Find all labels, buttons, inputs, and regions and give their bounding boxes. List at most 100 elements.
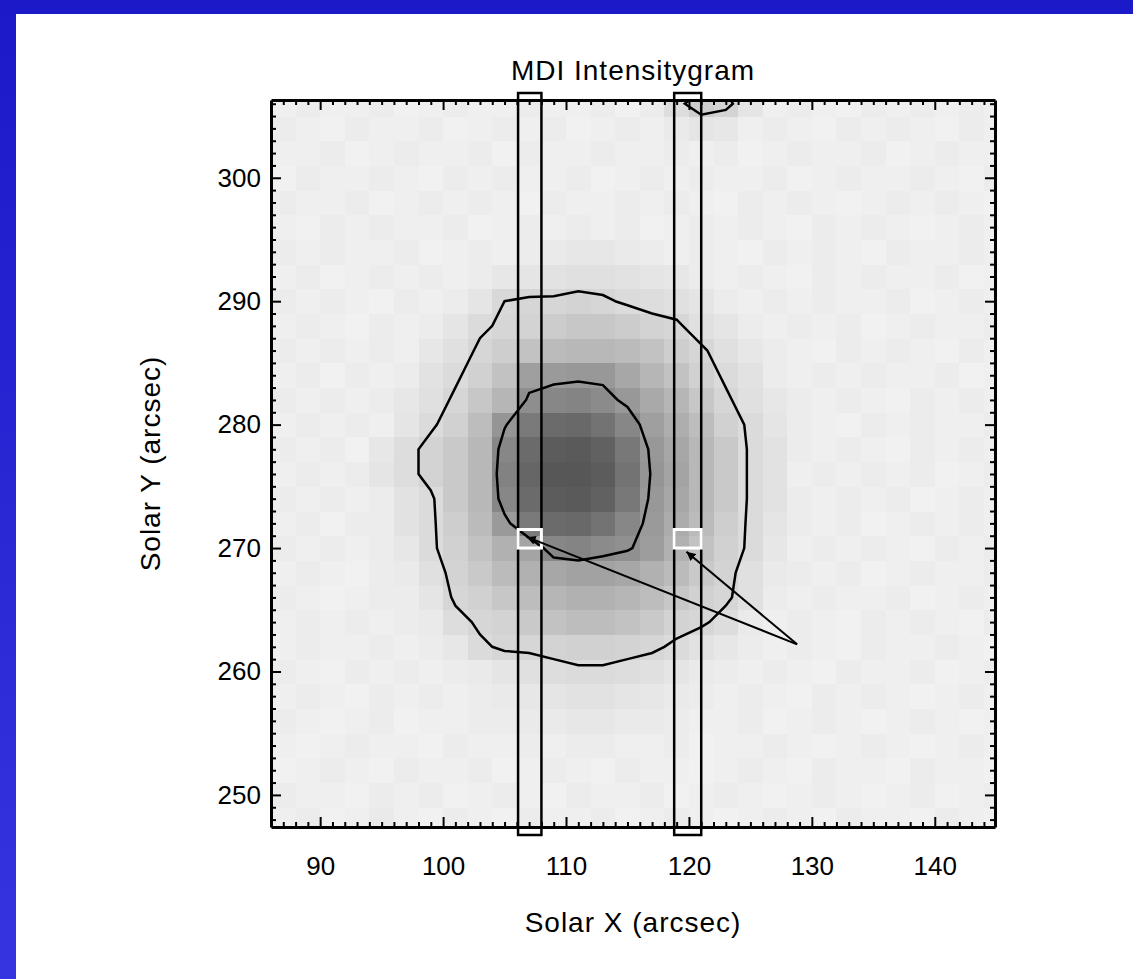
tick	[990, 388, 995, 389]
cell	[886, 684, 911, 709]
cell	[664, 437, 689, 462]
cell	[492, 100, 517, 117]
tick-mark	[271, 572, 276, 574]
tick-mark	[271, 375, 276, 377]
cell	[984, 289, 995, 314]
cell	[861, 758, 886, 783]
slide-background	[0, 0, 1133, 979]
cell	[517, 462, 542, 487]
tick-mark	[922, 100, 924, 105]
tick-mark	[271, 177, 281, 179]
cell	[615, 758, 640, 783]
cell	[517, 733, 542, 758]
tick	[332, 822, 333, 827]
tick	[271, 820, 276, 821]
cell	[419, 560, 444, 585]
tick-mark	[430, 822, 432, 827]
tick	[271, 610, 276, 611]
cell	[959, 486, 984, 511]
tick	[972, 100, 973, 105]
cell	[271, 363, 296, 388]
tick-mark	[418, 822, 420, 827]
cell	[886, 338, 911, 363]
tick-mark	[848, 822, 850, 827]
cell	[345, 264, 370, 289]
cell	[517, 314, 542, 339]
cell	[394, 585, 419, 610]
cell	[910, 709, 935, 734]
cell	[886, 363, 911, 388]
cell	[591, 264, 616, 289]
tick	[910, 822, 911, 827]
cell	[394, 289, 419, 314]
tick	[271, 511, 276, 512]
cell	[984, 560, 995, 585]
tick-mark	[990, 523, 995, 525]
cell	[812, 412, 837, 437]
tick	[922, 822, 923, 827]
tick-mark	[479, 822, 481, 827]
cell	[640, 585, 665, 610]
tick	[873, 822, 874, 827]
cell	[910, 659, 935, 684]
cell	[763, 314, 788, 339]
cell	[787, 486, 812, 511]
tick	[271, 252, 276, 253]
cell	[320, 610, 345, 635]
cell	[714, 363, 739, 388]
cell	[640, 264, 665, 289]
tick	[787, 822, 788, 827]
tick	[714, 822, 715, 827]
cell	[468, 684, 493, 709]
tick-mark	[271, 819, 276, 821]
cell	[541, 511, 566, 536]
cell	[910, 363, 935, 388]
tick-mark	[990, 572, 995, 574]
cell	[763, 733, 788, 758]
cell	[984, 536, 995, 561]
cell	[836, 314, 861, 339]
cell	[615, 585, 640, 610]
cell	[910, 190, 935, 215]
tick-mark	[990, 733, 995, 735]
tick	[271, 289, 276, 290]
tick	[800, 822, 801, 827]
cell	[345, 560, 370, 585]
tick	[271, 141, 276, 142]
tick-mark	[990, 214, 995, 216]
cell	[615, 486, 640, 511]
cell	[763, 388, 788, 413]
tick	[271, 128, 276, 129]
cell	[271, 511, 296, 536]
tick	[271, 758, 276, 759]
tick-mark	[861, 100, 863, 105]
tick	[990, 783, 995, 784]
tick-mark	[990, 227, 995, 229]
cell	[271, 437, 296, 462]
cell	[615, 165, 640, 190]
cell	[959, 190, 984, 215]
cell	[468, 709, 493, 734]
tick	[775, 100, 776, 105]
tick-mark	[971, 822, 973, 827]
cell	[591, 709, 616, 734]
cell	[345, 684, 370, 709]
tick-label: 260	[218, 656, 261, 686]
cell	[763, 215, 788, 240]
cell	[345, 116, 370, 141]
cell	[714, 733, 739, 758]
tick-mark	[990, 288, 995, 290]
tick-mark	[934, 817, 936, 827]
tick	[271, 104, 276, 105]
tick-mark	[959, 100, 961, 105]
cell	[812, 116, 837, 141]
cell	[812, 684, 837, 709]
cell	[640, 437, 665, 462]
cell	[959, 314, 984, 339]
cell	[296, 610, 321, 635]
cell	[369, 412, 394, 437]
cell	[959, 215, 984, 240]
cell	[492, 338, 517, 363]
cell	[394, 634, 419, 659]
tick-mark	[990, 708, 995, 710]
